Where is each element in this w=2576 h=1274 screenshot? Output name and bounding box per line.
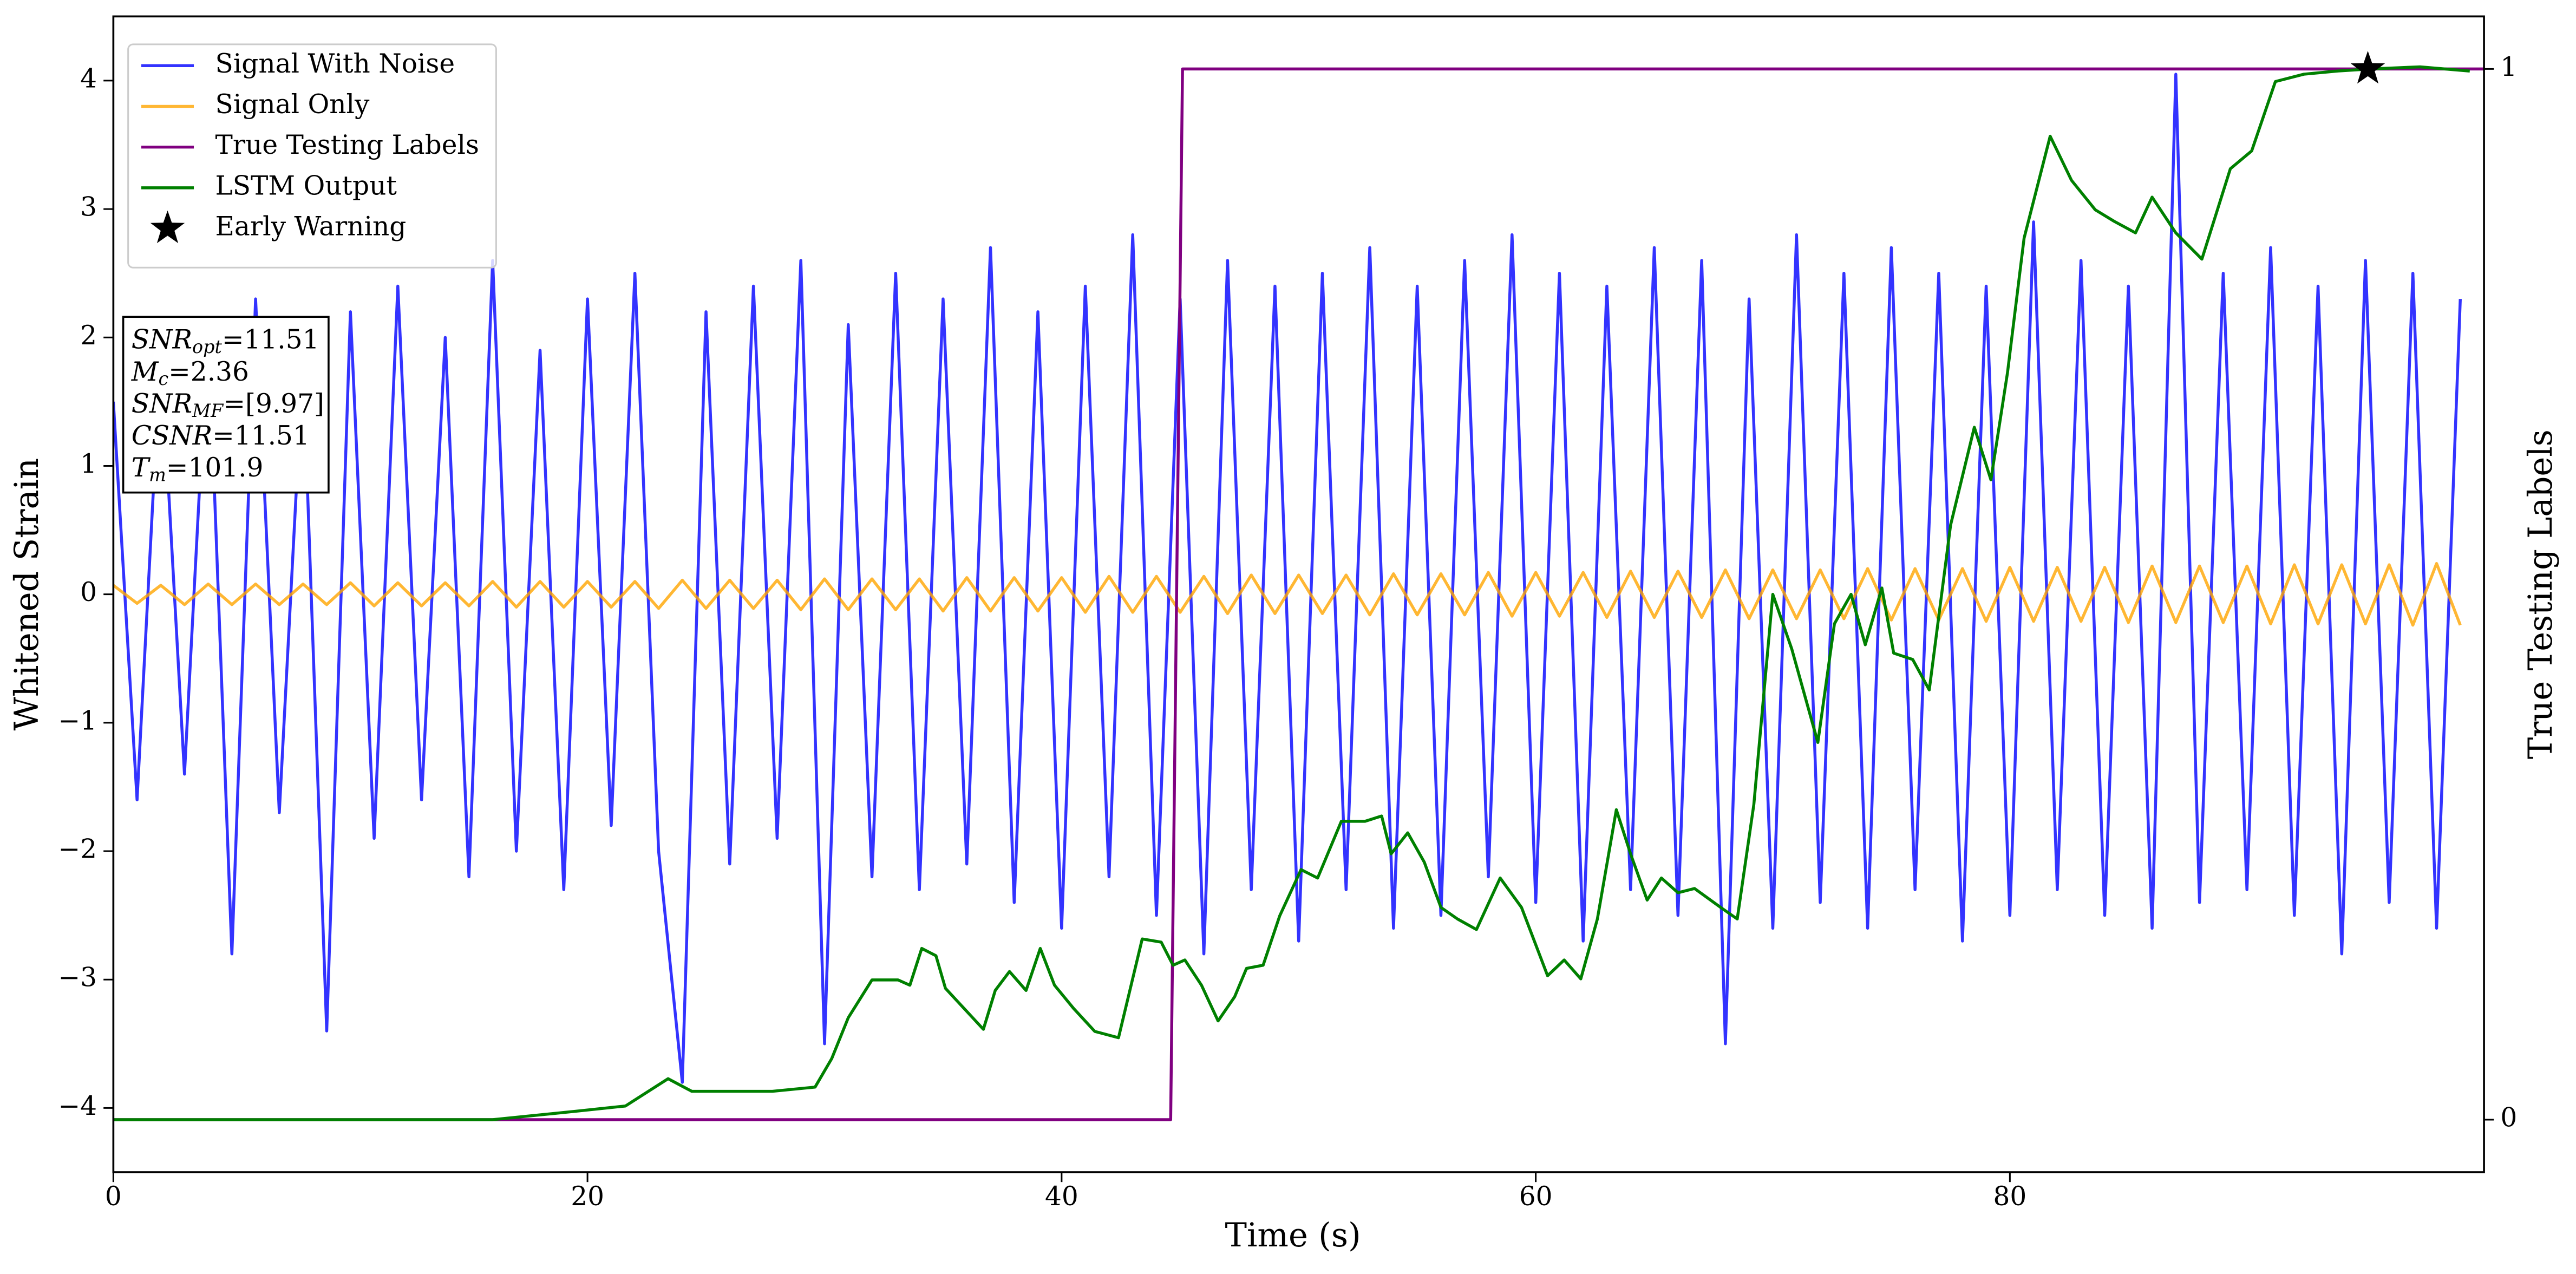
- x-tick-label: 0: [105, 1181, 122, 1212]
- legend-marker: [150, 210, 185, 244]
- annotation-var: T: [132, 453, 151, 483]
- legend-label: Early Warning: [215, 212, 407, 242]
- annotation-line: Mc=2.36: [131, 356, 249, 389]
- legend-label: LSTM Output: [215, 171, 397, 201]
- annotation-sub: c: [158, 368, 168, 389]
- annotation-text: =11.51: [222, 324, 319, 355]
- annotation-text: =2.36: [168, 356, 249, 387]
- y-tick-label: 3: [80, 192, 97, 223]
- annotation-var: SNR: [132, 388, 192, 419]
- y-tick-label: 1: [80, 449, 97, 479]
- x-tick-label: 60: [1519, 1181, 1553, 1212]
- y2-axis-label: True Testing Labels: [2522, 429, 2560, 759]
- y-tick-label: 2: [80, 321, 97, 351]
- y-axis-label: Whitened Strain: [8, 458, 46, 731]
- annotation-line: SNRopt=11.51: [132, 324, 319, 357]
- annotation-var: M: [131, 356, 159, 387]
- plot-area: [113, 65, 2485, 1121]
- y-tick-label: 0: [80, 577, 97, 607]
- annotation-sub: MF: [192, 400, 224, 421]
- y-tick-label: −4: [58, 1091, 97, 1121]
- y2-tick-label: 0: [2500, 1102, 2517, 1133]
- x-tick-label: 20: [571, 1181, 604, 1212]
- y-tick-label: −2: [58, 834, 97, 865]
- y-tick-label: −1: [58, 705, 97, 736]
- series-line: [113, 67, 2485, 1121]
- legend-label: True Testing Labels: [215, 130, 479, 160]
- marker-star: [2350, 50, 2385, 84]
- legend-label: Signal Only: [215, 89, 370, 120]
- annotation-sub: opt: [192, 336, 222, 357]
- series-line: [113, 562, 2462, 627]
- annotation-var: CSNR: [132, 421, 212, 451]
- series-line: [113, 65, 2470, 1121]
- annotation-text: =101.9: [166, 453, 264, 483]
- y2-tick-label: 1: [2500, 52, 2517, 82]
- annotation-line: Tm=101.9: [132, 453, 264, 486]
- x-axis-label: Time (s): [1225, 1217, 1361, 1255]
- annotation-sub: m: [149, 464, 166, 485]
- annotation-line: CSNR=11.51: [132, 421, 310, 451]
- legend-label: Signal With Noise: [215, 49, 455, 79]
- y-tick-label: −3: [58, 963, 97, 993]
- legend-box: [127, 43, 497, 269]
- annotation-line: SNRMF=[9.97]: [132, 388, 324, 421]
- x-tick-label: 40: [1045, 1181, 1078, 1212]
- annotation-text: =[9.97]: [223, 388, 324, 419]
- series-line: [113, 73, 2462, 1084]
- annotation-box: [122, 316, 330, 494]
- y-tick-label: 4: [80, 63, 97, 94]
- annotation-var: SNR: [132, 324, 192, 355]
- x-tick-label: 80: [1993, 1181, 2026, 1212]
- annotation-text: =11.51: [212, 421, 310, 451]
